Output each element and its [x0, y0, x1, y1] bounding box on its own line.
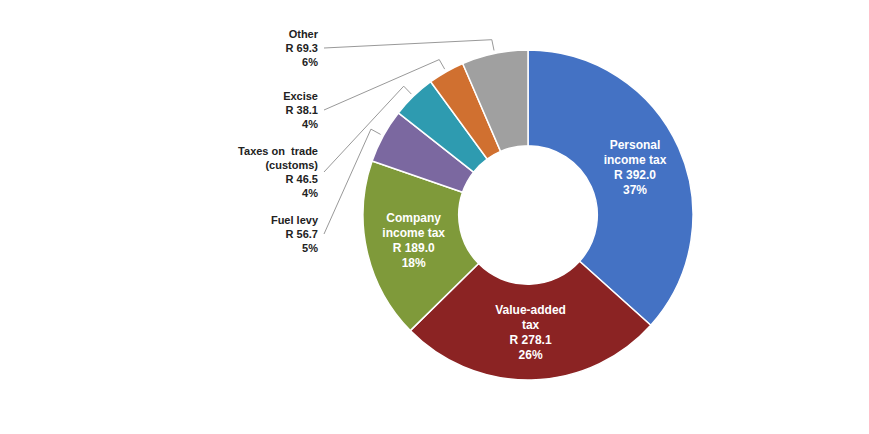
svg-text:ExciseR 38.14%: ExciseR 38.14%	[283, 90, 318, 130]
svg-text:Personalincome taxR 392.037%: Personalincome taxR 392.037%	[604, 138, 667, 197]
svg-text:Companyincome taxR 189.018%: Companyincome taxR 189.018%	[382, 211, 445, 270]
svg-text:OtherR 69.36%: OtherR 69.36%	[286, 28, 319, 68]
svg-text:Fuel levyR 56.75%: Fuel levyR 56.75%	[271, 214, 319, 254]
svg-text:Taxes on trade(customs)R 46.5: Taxes on trade(customs)R 46.54%	[238, 145, 318, 199]
svg-text:Value-addedtaxR 278.126%: Value-addedtaxR 278.126%	[495, 303, 566, 362]
